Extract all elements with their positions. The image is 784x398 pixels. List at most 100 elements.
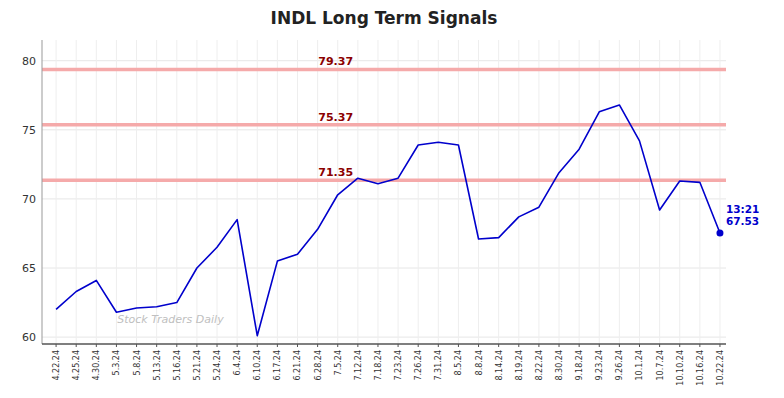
grid-line — [418, 40, 419, 344]
grid-line — [237, 40, 238, 344]
chart: INDL Long Term SignalsStock Traders Dail… — [0, 0, 784, 398]
x-tick-label: 4.30.24 — [92, 350, 101, 381]
grid-line — [679, 40, 680, 344]
x-tick — [498, 344, 499, 347]
x-tick — [277, 344, 278, 347]
grid-line — [277, 40, 278, 344]
x-tick — [559, 344, 560, 347]
x-tick — [719, 344, 720, 347]
x-tick-label: 7.18.24 — [374, 350, 383, 381]
x-tick-label: 6.4.24 — [233, 350, 242, 375]
grid-line — [257, 40, 258, 344]
signal-label: 71.35 — [318, 166, 353, 179]
grid-line — [96, 40, 97, 344]
x-tick-label: 6.21.24 — [293, 350, 302, 381]
grid-line — [42, 60, 726, 61]
x-tick-label: 5.24.24 — [213, 350, 222, 381]
grid-line — [357, 40, 358, 344]
y-tick-label: 65 — [22, 262, 36, 275]
x-tick-label: 8.22.24 — [535, 350, 544, 381]
annotation: 13:2167.53 — [726, 203, 759, 227]
x-tick — [699, 344, 700, 347]
x-tick-label: 8.5.24 — [454, 350, 463, 375]
x-tick — [56, 344, 57, 347]
grid-line — [599, 40, 600, 344]
grid-line — [116, 40, 117, 344]
x-tick-label: 9.18.24 — [575, 350, 584, 381]
signal-line — [42, 68, 726, 72]
grid — [42, 40, 726, 344]
x-axis — [42, 343, 726, 345]
y-axis — [42, 40, 43, 344]
grid-line — [377, 40, 378, 344]
grid-line — [337, 40, 338, 344]
grid-line — [518, 40, 519, 344]
x-tick — [357, 344, 358, 347]
grid-line — [42, 198, 726, 199]
grid-line — [498, 40, 499, 344]
x-tick-label: 5.13.24 — [153, 350, 162, 381]
grid-line — [438, 40, 439, 344]
x-tick-label: 5.16.24 — [173, 350, 182, 381]
y-tick-label: 70 — [22, 193, 36, 206]
x-tick-label: 6.17.24 — [273, 350, 282, 381]
grid-line — [176, 40, 177, 344]
x-tick — [599, 344, 600, 347]
x-tick-label: 8.14.24 — [495, 350, 504, 381]
grid-line — [42, 129, 726, 130]
x-tick — [398, 344, 399, 347]
x-tick-label: 10.7.24 — [656, 350, 665, 381]
x-tick-label: 6.10.24 — [253, 350, 262, 381]
grid-line — [579, 40, 580, 344]
x-tick — [538, 344, 539, 347]
x-tick — [639, 344, 640, 347]
grid-line — [559, 40, 560, 344]
signal-label: 75.37 — [318, 111, 353, 124]
x-tick — [659, 344, 660, 347]
x-tick — [679, 344, 680, 347]
title: INDL Long Term Signals — [271, 8, 498, 28]
price-line — [56, 105, 720, 336]
grid-line — [217, 40, 218, 344]
x-tick — [136, 344, 137, 347]
grid-line — [398, 40, 399, 344]
x-tick — [156, 344, 157, 347]
x-tick — [76, 344, 77, 347]
y-tick-label: 75 — [22, 124, 36, 137]
grid-line — [719, 40, 720, 344]
x-tick-label: 9.23.24 — [595, 350, 604, 381]
signal-line — [42, 123, 726, 127]
grid-line — [619, 40, 620, 344]
grid-line — [317, 40, 318, 344]
x-tick — [116, 344, 117, 347]
plot-area — [42, 69, 726, 335]
x-tick-label: 8.19.24 — [515, 350, 524, 381]
y-tick-label: 60 — [22, 331, 36, 344]
x-tick — [176, 344, 177, 347]
grid-line — [478, 40, 479, 344]
x-tick-label: 5.3.24 — [112, 350, 121, 375]
x-tick-label: 7.23.24 — [394, 350, 403, 381]
grid-line — [659, 40, 660, 344]
x-tick-label: 8.30.24 — [555, 350, 564, 381]
x-tick — [317, 344, 318, 347]
x-tick — [217, 344, 218, 347]
x-tick-label: 10.1.24 — [635, 350, 644, 381]
x-tick-label: 7.26.24 — [414, 350, 423, 381]
x-tick — [337, 344, 338, 347]
x-tick-label: 5.21.24 — [193, 350, 202, 381]
x-tick — [96, 344, 97, 347]
grid-line — [297, 40, 298, 344]
x-tick-label: 5.8.24 — [133, 350, 142, 375]
grid-line — [42, 337, 726, 338]
x-tick-label: 9.26.24 — [615, 350, 624, 381]
x-tick — [458, 344, 459, 347]
x-tick-label: 10.16.24 — [696, 350, 705, 386]
x-tick-label: 4.22.24 — [52, 350, 61, 381]
x-tick — [438, 344, 439, 347]
x-tick — [237, 344, 238, 347]
signal-label: 79.37 — [318, 55, 353, 68]
grid-line — [458, 40, 459, 344]
x-tick — [418, 344, 419, 347]
grid-line — [136, 40, 137, 344]
